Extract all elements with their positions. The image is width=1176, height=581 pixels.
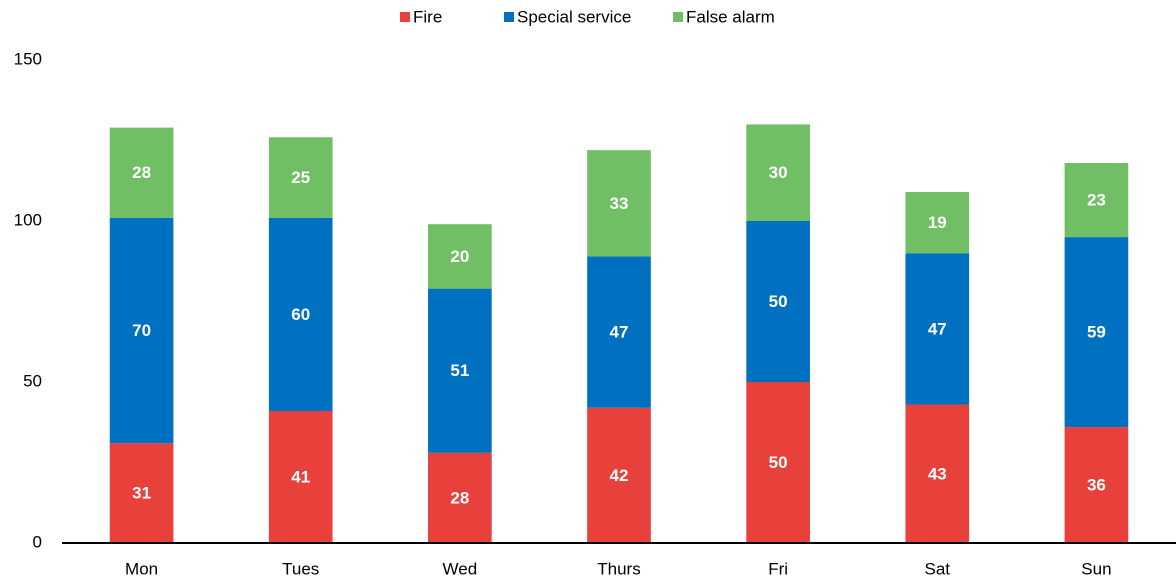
bar-segment: [428, 452, 492, 543]
bar-segment: [109, 127, 174, 218]
data-label: 47: [928, 319, 947, 338]
data-label: 20: [450, 247, 469, 266]
x-tick-label: Wed: [443, 559, 478, 578]
data-label: 50: [769, 453, 788, 472]
data-label: 41: [291, 467, 310, 486]
bar-segment: [587, 150, 651, 257]
data-label: 47: [610, 323, 629, 342]
bar-segment: [428, 288, 492, 453]
legend-label: False alarm: [686, 7, 775, 26]
data-label: 59: [1087, 323, 1106, 342]
bar-segment: [268, 137, 333, 218]
bar-segment: [905, 192, 970, 254]
legend-swatch: [400, 12, 410, 22]
data-label: 42: [610, 466, 629, 485]
bar-segment: [746, 124, 810, 221]
x-tick-label: Sun: [1081, 559, 1111, 578]
data-label: 70: [132, 321, 151, 340]
bar-segment: [1064, 237, 1129, 428]
data-label: 28: [450, 488, 469, 507]
x-tick-label: Tues: [282, 559, 319, 578]
x-tick-label: Mon: [125, 559, 158, 578]
bar-segment: [1064, 163, 1129, 238]
bar-segment: [746, 221, 810, 382]
data-label: 30: [769, 163, 788, 182]
bar-segment: [109, 443, 174, 543]
bar-segment: [109, 217, 174, 444]
data-label: 33: [610, 194, 629, 213]
data-label: 51: [450, 361, 469, 380]
data-label: 31: [132, 484, 151, 503]
data-label: 60: [291, 305, 310, 324]
data-label: 36: [1087, 476, 1106, 495]
data-label: 50: [769, 292, 788, 311]
data-label: 23: [1087, 191, 1106, 210]
data-label: 43: [928, 464, 947, 483]
x-tick-label: Thurs: [597, 559, 640, 578]
x-tick-label: Fri: [768, 559, 788, 578]
bar-segment: [587, 256, 651, 408]
data-label: 25: [291, 168, 310, 187]
bar-segment: [587, 407, 651, 543]
legend-swatch: [504, 12, 514, 22]
x-tick-label: Sat: [925, 559, 951, 578]
y-tick-label: 100: [14, 210, 42, 229]
y-tick-label: 0: [33, 532, 42, 551]
bar-segment: [1064, 427, 1129, 543]
bar-segment: [905, 404, 970, 543]
y-tick-label: 50: [23, 371, 42, 390]
bar-segment: [746, 382, 810, 543]
bar-segment: [268, 217, 333, 411]
bar-segment: [905, 253, 970, 405]
y-tick-label: 150: [14, 49, 42, 68]
bar-segment: [428, 224, 492, 289]
legend-label: Fire: [413, 7, 442, 26]
data-label: 19: [928, 213, 947, 232]
bar-segment: [268, 410, 333, 543]
data-label: 28: [132, 163, 151, 182]
legend-swatch: [673, 12, 683, 22]
legend-label: Special service: [517, 7, 631, 26]
